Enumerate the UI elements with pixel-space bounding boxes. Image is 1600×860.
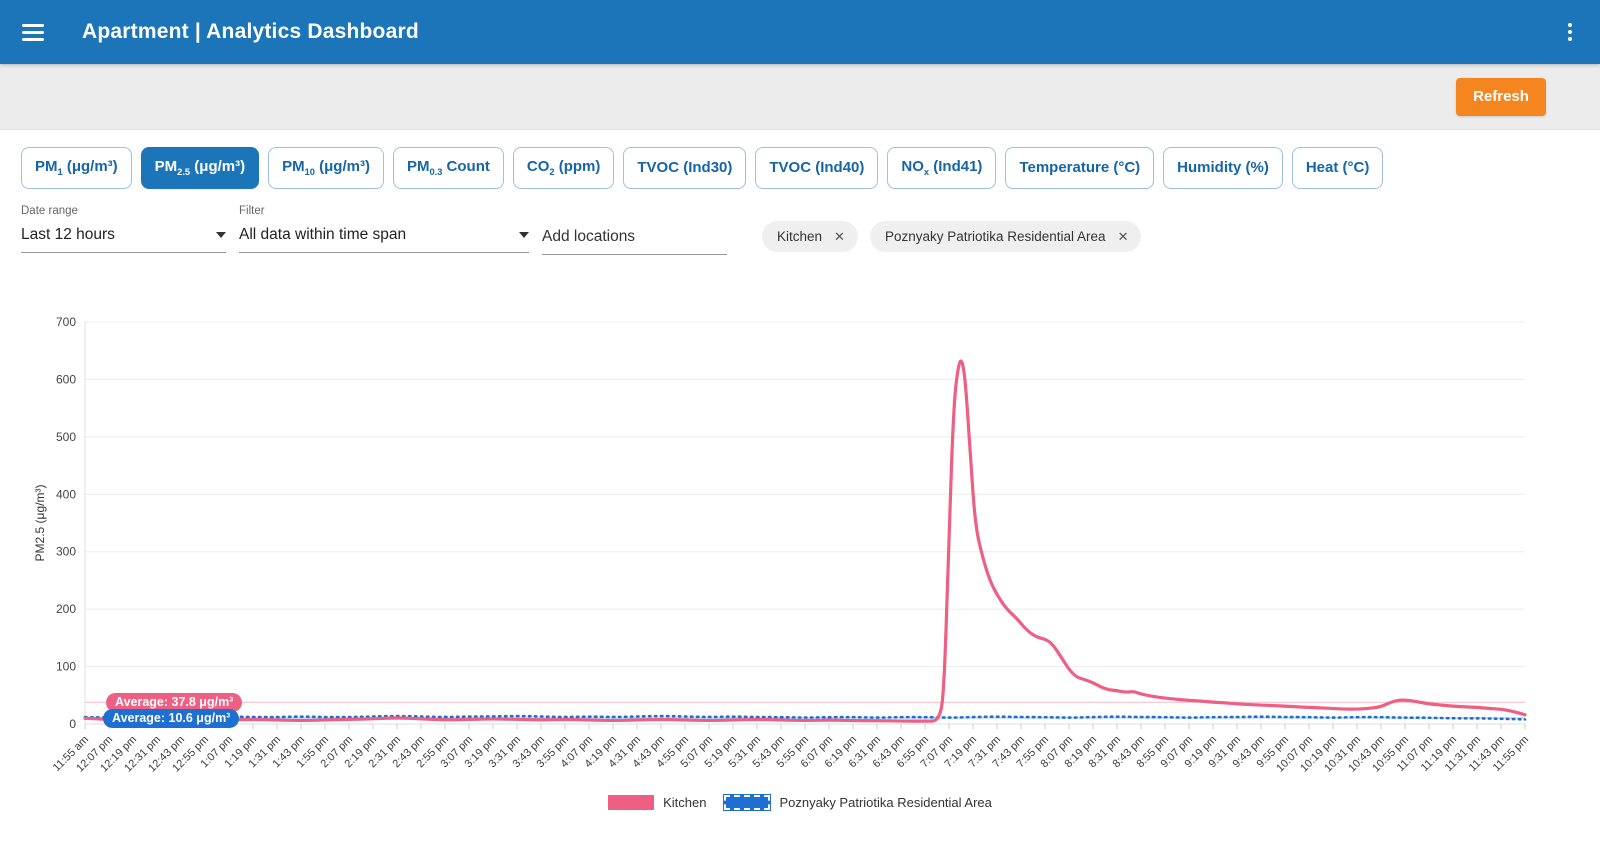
chevron-down-icon	[519, 232, 529, 239]
tab-tvoc-ind30[interactable]: TVOC (Ind30)	[623, 147, 747, 190]
remove-chip-icon[interactable]: ✕	[1117, 228, 1129, 244]
legend-label: Poznyaky Patriotika Residential Area	[779, 795, 992, 811]
filter-label: Filter	[239, 205, 265, 218]
tab-pm10[interactable]: PM10 (μg/m³)	[268, 147, 384, 190]
tab-pm2-5[interactable]: PM2.5 (μg/m³)	[140, 147, 260, 190]
legend-swatch	[724, 795, 771, 811]
y-gridlines: 0 100 200 300 400 500 600 700	[56, 315, 1525, 731]
series-line-poznyaky-patriotika-residential-area	[83, 714, 1527, 721]
average-badge-kitchen: Average: 37.8 μg/m³	[106, 693, 243, 713]
filter-field: Filter All data within time span	[239, 205, 529, 254]
tab-pm1[interactable]: PM1 (μg/m³)	[21, 147, 132, 190]
svg-text:300: 300	[56, 545, 76, 559]
legend-item-kitchen[interactable]: Kitchen	[608, 795, 707, 811]
legend-label: Kitchen	[663, 795, 707, 811]
tab-heat[interactable]: Heat (°C)	[1291, 147, 1384, 190]
svg-text:100: 100	[56, 660, 76, 674]
filter-select[interactable]: All data within time span	[239, 226, 529, 254]
metric-tabs: PM1 (μg/m³) PM2.5 (μg/m³) PM10 (μg/m³) PM0.…	[21, 147, 1580, 190]
date-range-value: Last 12 hours	[21, 226, 115, 244]
location-chip-label: Kitchen	[777, 229, 823, 245]
add-locations-field	[542, 205, 727, 256]
tab-co2[interactable]: CO2 (ppm)	[512, 147, 615, 190]
svg-text:500: 500	[56, 430, 76, 444]
y-axis-title: PM2.5 (μg/m³)	[33, 485, 47, 562]
location-chips: Kitchen ✕ Poznyaky Patriotika Residential …	[762, 221, 1142, 253]
average-badge-poznyaky: Average: 10.6 μg/m³	[103, 709, 240, 729]
tab-pm0-3[interactable]: PM0.3 Count	[392, 147, 504, 190]
add-locations-input[interactable]	[542, 228, 727, 256]
location-chip-label: Poznyaky Patriotika Residential Area	[884, 229, 1106, 245]
remove-chip-icon[interactable]: ✕	[834, 228, 845, 244]
filters-row: Date range Last 12 hours Filter All data…	[21, 205, 1580, 263]
hamburger-menu-icon[interactable]	[22, 23, 44, 41]
filter-value: All data within time span	[239, 226, 407, 244]
refresh-button[interactable]: Refresh	[1456, 77, 1546, 116]
svg-text:200: 200	[56, 602, 76, 616]
chart-legend: Kitchen Poznyaky Patriotika Residential A…	[0, 795, 1600, 811]
page-title: Apartment | Analytics Dashboard	[82, 20, 419, 43]
legend-swatch	[608, 795, 655, 811]
series-line-kitchen	[83, 359, 1527, 723]
svg-text:700: 700	[56, 315, 76, 329]
chevron-down-icon	[216, 232, 226, 239]
kebab-menu-icon[interactable]	[1562, 17, 1578, 47]
tab-tvoc-ind40[interactable]: TVOC (Ind40)	[755, 147, 879, 190]
toolbar: Refresh	[0, 64, 1600, 130]
legend-item-poznyaky-patriotika-residential-area[interactable]: Poznyaky Patriotika Residential Area	[724, 795, 992, 811]
date-range-field: Date range Last 12 hours	[21, 205, 226, 254]
svg-text:600: 600	[56, 373, 76, 387]
location-chip[interactable]: Poznyaky Patriotika Residential Area ✕	[869, 221, 1142, 253]
svg-text:400: 400	[56, 487, 76, 501]
app-header: Apartment | Analytics Dashboard	[0, 0, 1600, 64]
tab-temperature[interactable]: Temperature (°C)	[1005, 147, 1155, 190]
svg-text:0: 0	[69, 717, 76, 731]
chart-canvas: 0 100 200 300 400 500 600 700 PM2.5 (μg/m³) 11:55…	[33, 315, 1531, 775]
date-range-select[interactable]: Last 12 hours	[21, 226, 226, 254]
date-range-label: Date range	[21, 205, 78, 218]
location-chip[interactable]: Kitchen ✕	[762, 221, 858, 253]
tab-humidity[interactable]: Humidity (%)	[1163, 147, 1283, 190]
tab-nox-ind41[interactable]: NOx (Ind41)	[887, 147, 997, 190]
pm25-chart: 0 100 200 300 400 500 600 700 PM2.5 (μg/m³) 11:55…	[0, 299, 1600, 791]
